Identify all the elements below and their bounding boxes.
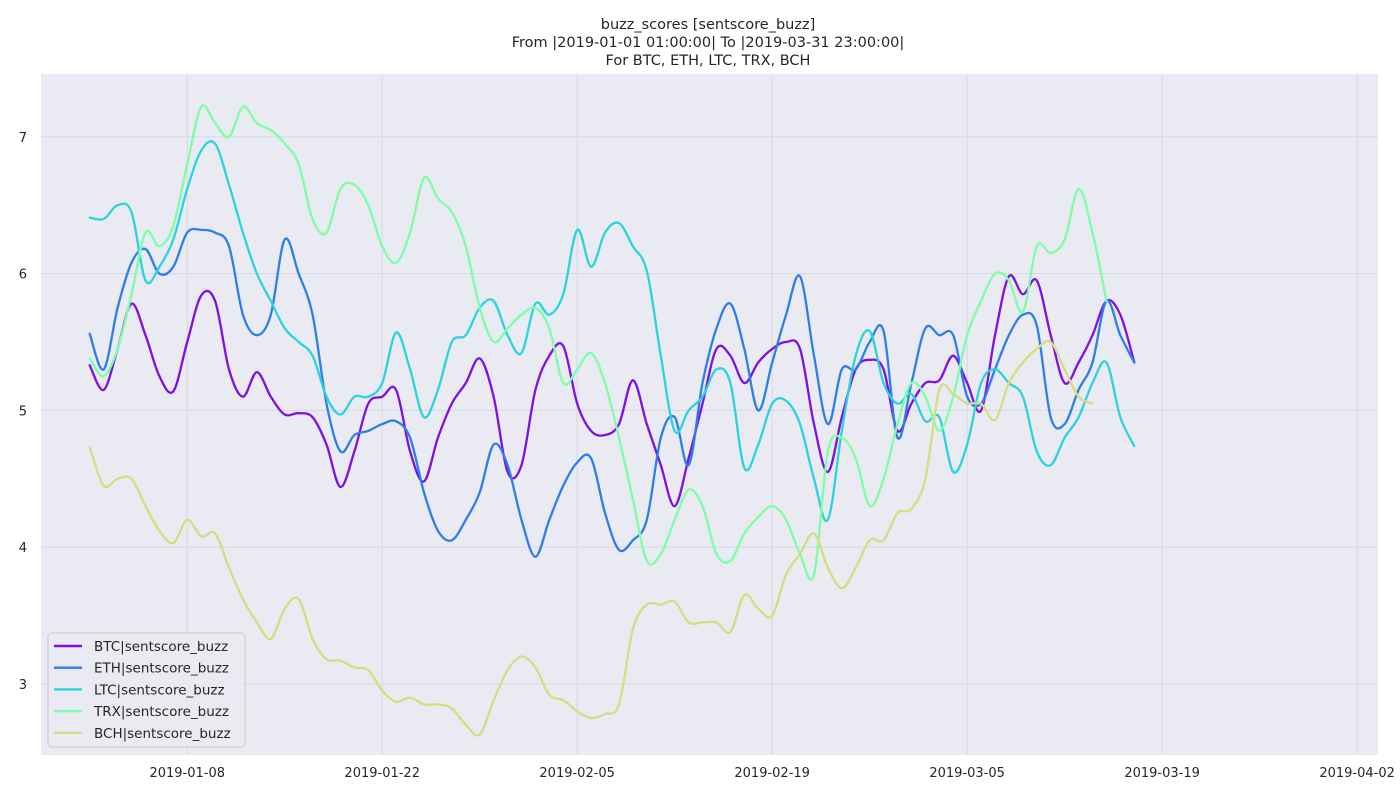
series-line-trx	[88, 104, 1108, 581]
axis-ticks: 2019-01-08 2019-01-22 2019-02-05 2019-02-19…	[19, 131, 1395, 781]
y-tick-label: 6	[19, 268, 27, 283]
y-tick-label: 4	[19, 541, 27, 556]
series-lines	[88, 104, 1136, 737]
plot-area	[41, 74, 1378, 755]
series-line-eth	[88, 227, 1136, 558]
x-tick-label: 2019-03-05	[929, 766, 1005, 781]
chart-title-line-2: From |2019-01-01 01:00:00| To |2019-03-3…	[512, 35, 905, 51]
x-tick-label: 2019-04-02	[1319, 766, 1395, 781]
series-line-ltc	[88, 140, 1136, 523]
legend-label: LTC|sentscore_buzz	[94, 682, 225, 698]
y-tick-label: 7	[19, 131, 27, 146]
y-tick-label: 5	[19, 404, 27, 419]
grid-lines	[41, 74, 1378, 755]
x-tick-label: 2019-02-19	[734, 766, 810, 781]
y-tick-label: 3	[19, 678, 27, 693]
legend-box	[47, 632, 246, 748]
legend-label: BCH|sentscore_buzz	[94, 726, 231, 742]
chart-title-line-3: For BTC, ETH, LTC, TRX, BCH	[606, 53, 811, 69]
series-line-bch	[88, 340, 1094, 737]
x-tick-label: 2019-03-19	[1124, 766, 1200, 781]
legend-label: ETH|sentscore_buzz	[94, 661, 229, 677]
legend: BTC|sentscore_buzz ETH|sentscore_buzz LTC|…	[47, 632, 246, 748]
x-tick-label: 2019-01-22	[344, 766, 420, 781]
legend-label: BTC|sentscore_buzz	[94, 639, 228, 655]
legend-label: TRX|sentscore_buzz	[93, 704, 229, 720]
chart-title-line-1: buzz_scores [sentscore_buzz]	[601, 17, 815, 33]
x-tick-label: 2019-02-05	[539, 766, 615, 781]
x-tick-label: 2019-01-08	[149, 766, 225, 781]
